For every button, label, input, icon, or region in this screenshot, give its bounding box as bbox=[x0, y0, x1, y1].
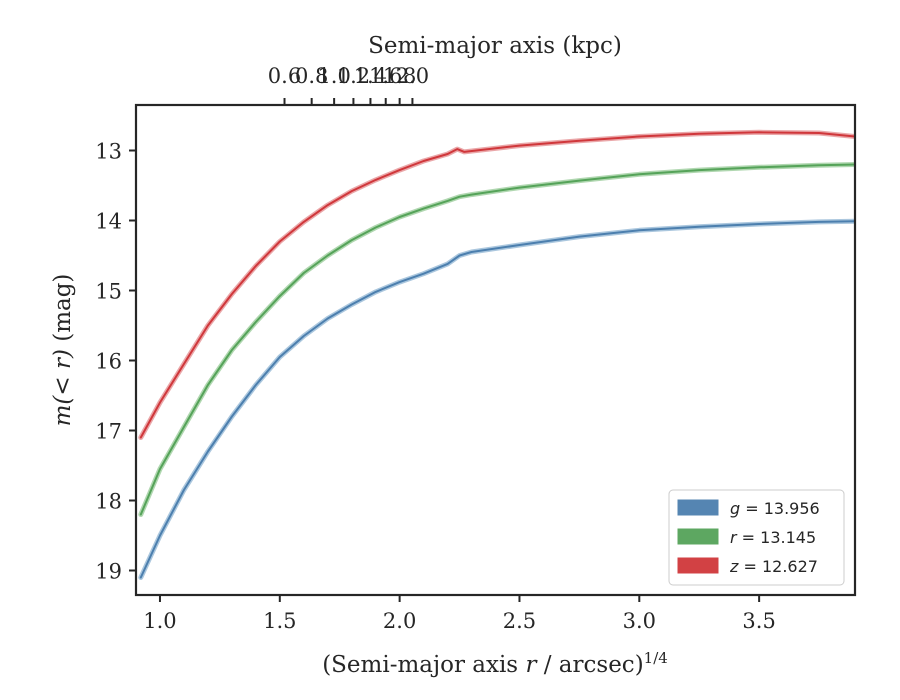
series-r-line bbox=[139, 163, 855, 516]
top-x-tick-label: 0.8 bbox=[295, 64, 328, 88]
x-tick-label: 3.5 bbox=[742, 609, 775, 633]
y-axis-label: m(< r) (mag) bbox=[50, 274, 76, 427]
y-tick-label: 14 bbox=[95, 210, 122, 234]
x-tick-label: 2.5 bbox=[503, 609, 536, 633]
top-x-tick-label: 1.6 bbox=[369, 64, 402, 88]
x-axis: 1.0 1.5 2.0 2.5 3.0 3.5 bbox=[143, 595, 776, 633]
top-x-axis-label: Semi-major axis (kpc) bbox=[368, 33, 622, 59]
series-g-line bbox=[139, 220, 855, 579]
legend-label-z: z = 12.627 bbox=[729, 557, 818, 576]
x-tick-label: 1.5 bbox=[263, 609, 296, 633]
y-tick-label: 19 bbox=[95, 560, 122, 584]
top-x-axis: 0.60.81.01.21.41.61.82.0 bbox=[268, 64, 429, 105]
plot-frame bbox=[134, 103, 857, 597]
series-layer bbox=[138, 129, 855, 580]
top-x-tick-label: 1.2 bbox=[337, 64, 370, 88]
legend-swatch-z bbox=[677, 557, 719, 574]
x-tick-label: 1.0 bbox=[143, 609, 176, 633]
series-r-model-band bbox=[138, 162, 855, 517]
x-tick-label: 3.0 bbox=[623, 609, 656, 633]
legend-swatch-r bbox=[677, 528, 719, 545]
x-axis-label: (Semi-major axis r / arcsec)1/4 bbox=[322, 649, 668, 678]
x-tick-label: 2.0 bbox=[383, 609, 416, 633]
top-x-tick-label: 2.0 bbox=[396, 64, 429, 88]
y-tick-label: 13 bbox=[95, 140, 122, 164]
legend: g = 13.956 r = 13.145 z = 12.627 bbox=[668, 489, 845, 586]
legend-label-g: g = 13.956 bbox=[730, 499, 820, 518]
top-x-tick-label: 0.6 bbox=[268, 64, 301, 88]
top-x-tick-label: 1.4 bbox=[354, 64, 387, 88]
series-z-line bbox=[139, 131, 855, 439]
y-tick-label: 16 bbox=[95, 350, 122, 374]
y-tick-label: 17 bbox=[95, 420, 122, 444]
y-tick-label: 15 bbox=[95, 280, 122, 304]
top-x-tick-label: 1.8 bbox=[383, 64, 416, 88]
top-x-tick-label: 1.0 bbox=[317, 64, 350, 88]
y-tick-label: 18 bbox=[95, 490, 122, 514]
legend-label-r: r = 13.145 bbox=[730, 528, 816, 547]
legend-swatch-g bbox=[677, 499, 719, 516]
y-axis: 13 14 15 16 17 18 19 bbox=[95, 140, 136, 584]
